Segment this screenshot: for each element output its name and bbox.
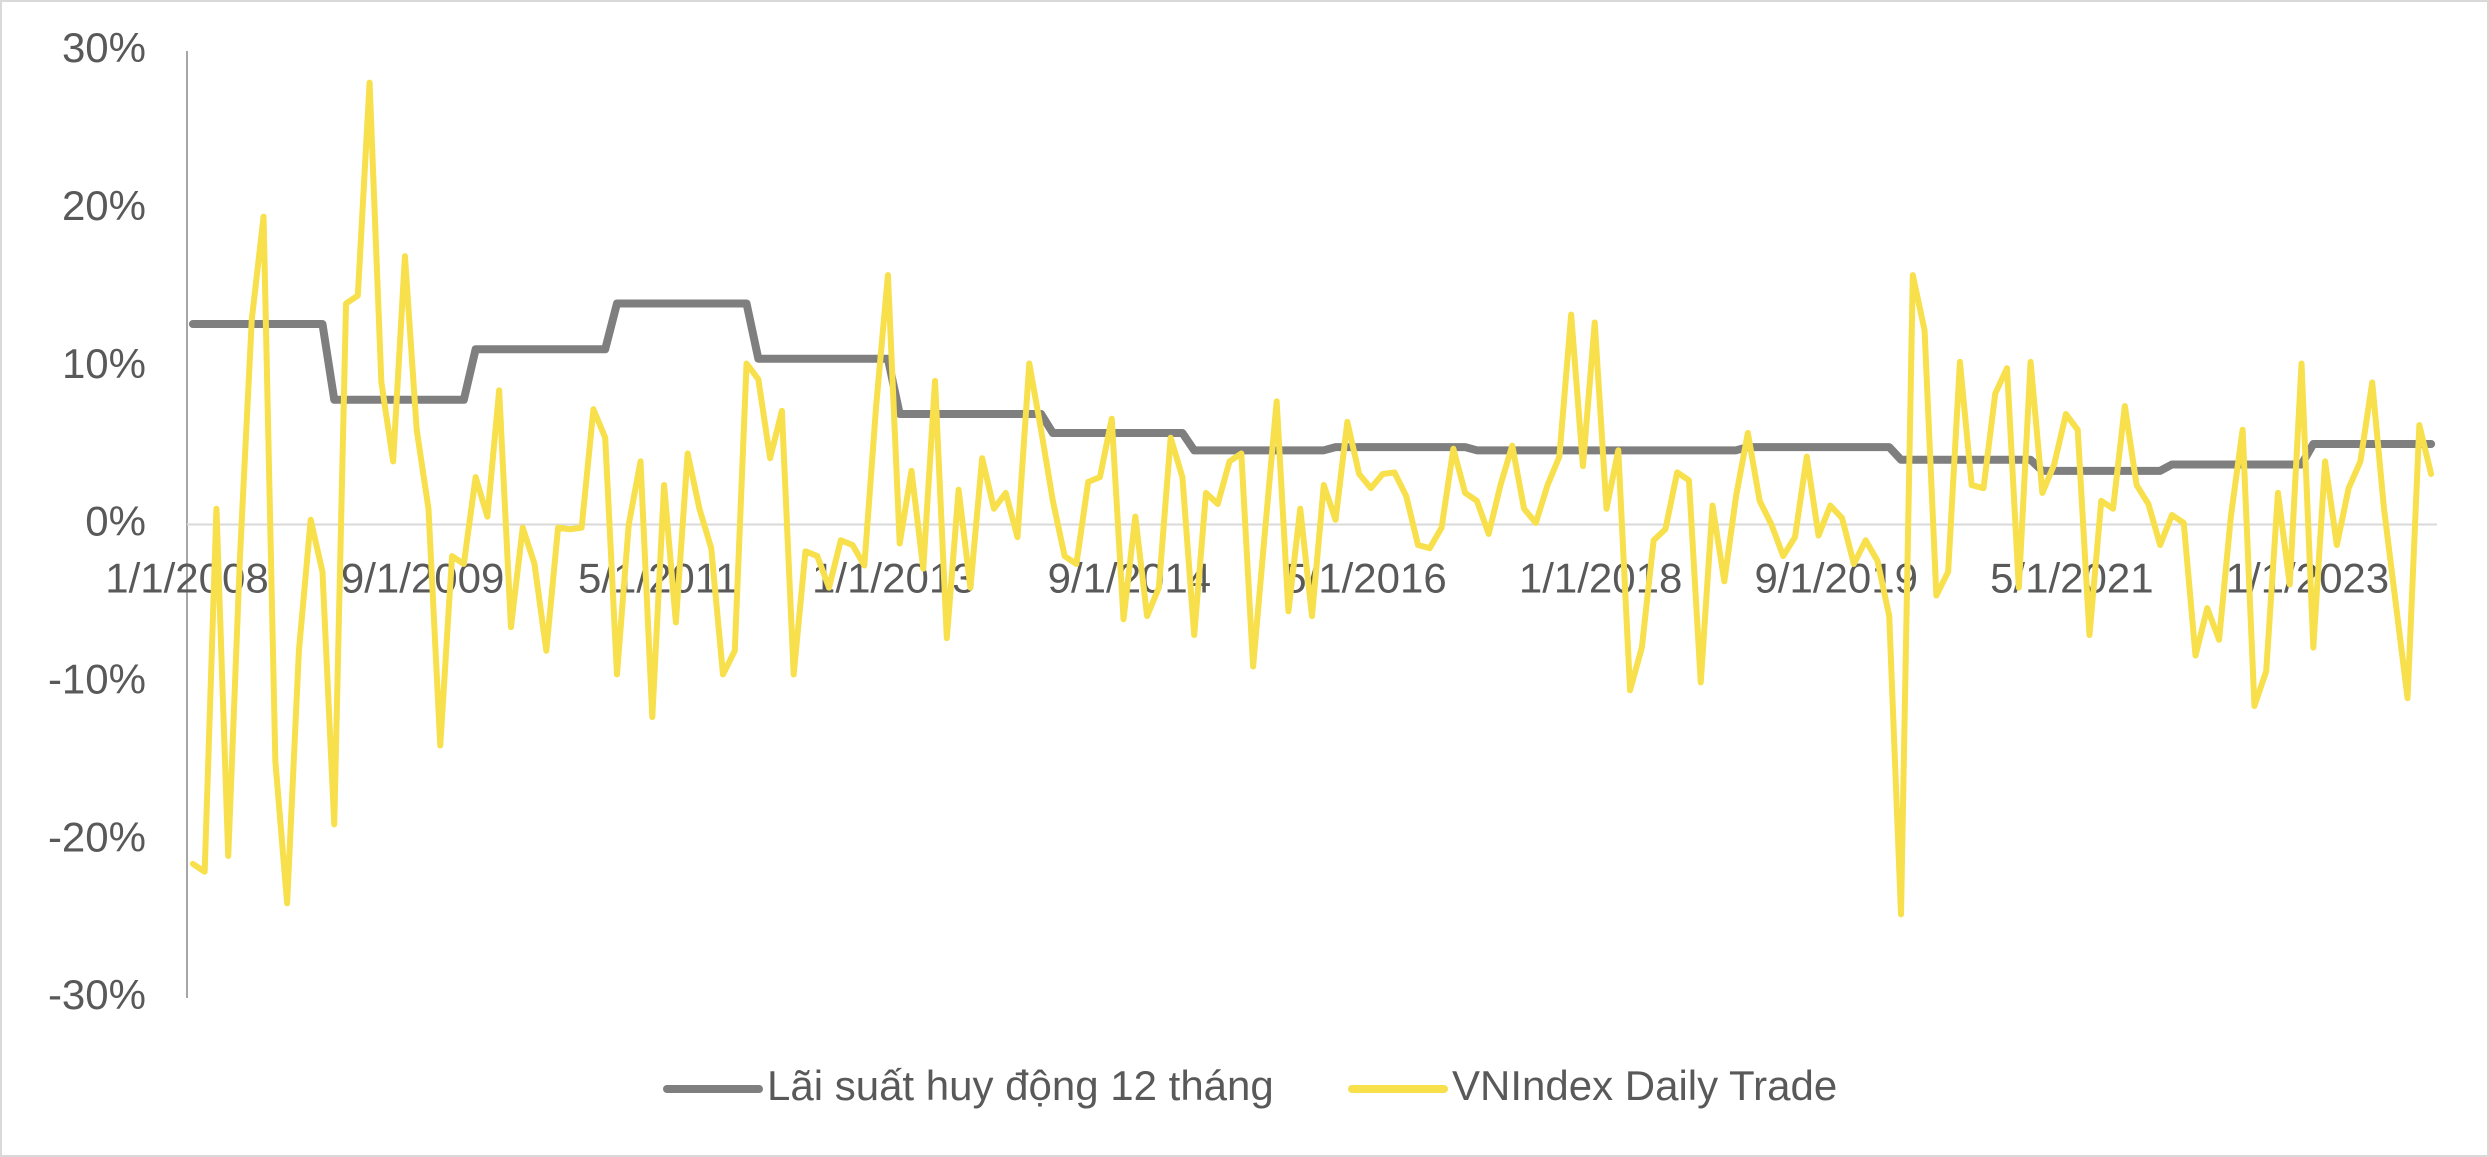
y-tick-label: 10% xyxy=(62,340,146,387)
x-tick-label: 1/1/2008 xyxy=(105,555,269,602)
y-tick-label: -20% xyxy=(48,813,146,860)
x-tick-label: 9/1/2019 xyxy=(1754,555,1918,602)
y-tick-label: 0% xyxy=(85,498,146,545)
y-tick-label: -10% xyxy=(48,655,146,702)
y-tick-label: -30% xyxy=(48,971,146,1018)
x-tick-label: 1/1/2018 xyxy=(1519,555,1683,602)
y-tick-label: 30% xyxy=(62,24,146,71)
legend-label: Lãi suất huy động 12 tháng xyxy=(767,1062,1274,1109)
y-tick-label: 20% xyxy=(62,182,146,229)
series-line xyxy=(189,79,2435,918)
legend-label: VNIndex Daily Trade xyxy=(1452,1062,1837,1109)
series-line xyxy=(188,299,2436,475)
x-tick-label: 9/1/2009 xyxy=(341,555,505,602)
